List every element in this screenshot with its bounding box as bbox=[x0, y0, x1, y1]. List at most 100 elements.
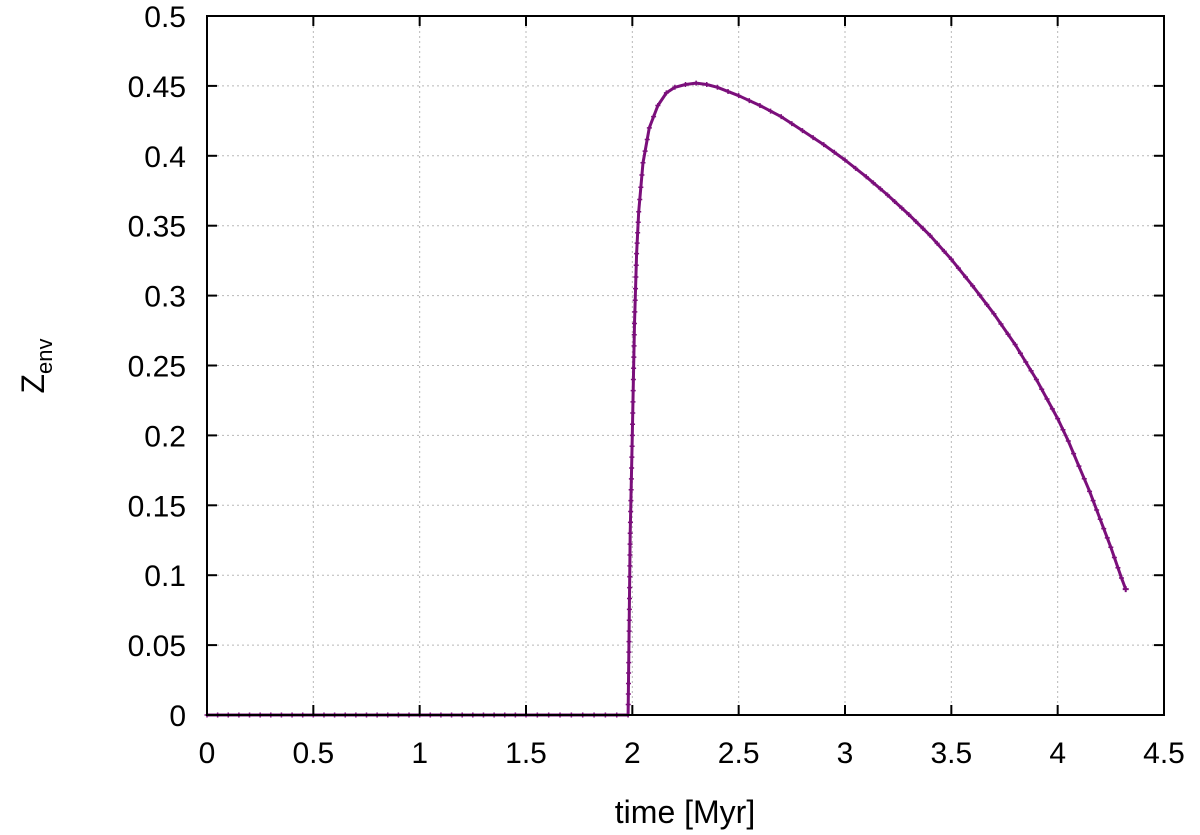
data-point bbox=[639, 172, 645, 178]
data-point bbox=[627, 530, 633, 536]
y-tick-label: 0.25 bbox=[128, 351, 186, 384]
data-point bbox=[1005, 331, 1011, 337]
data-point bbox=[863, 174, 869, 180]
data-point bbox=[757, 102, 763, 108]
data-point bbox=[955, 265, 961, 271]
data-point bbox=[629, 432, 635, 438]
data-point bbox=[651, 114, 657, 120]
data-point bbox=[626, 649, 632, 655]
data-point bbox=[913, 219, 919, 225]
data-point bbox=[1055, 416, 1061, 422]
data-point bbox=[1076, 463, 1082, 469]
data-point bbox=[941, 248, 947, 254]
data-point bbox=[1115, 565, 1121, 571]
data-point bbox=[1017, 350, 1023, 356]
data-point bbox=[631, 343, 637, 349]
data-point bbox=[629, 465, 635, 471]
data-point bbox=[870, 180, 876, 186]
data-point bbox=[1049, 406, 1055, 412]
data-point bbox=[626, 617, 632, 623]
data-point bbox=[628, 487, 634, 493]
data-point bbox=[630, 410, 636, 416]
data-point bbox=[984, 301, 990, 307]
data-point bbox=[627, 585, 633, 591]
data-point bbox=[642, 148, 648, 154]
data-point bbox=[948, 256, 954, 262]
x-tick-label: 2.5 bbox=[718, 737, 760, 770]
data-point bbox=[625, 702, 631, 708]
data-point bbox=[1090, 498, 1096, 504]
data-point bbox=[991, 311, 997, 317]
data-point bbox=[1087, 488, 1093, 494]
x-tick-label: 3 bbox=[837, 737, 854, 770]
data-point bbox=[934, 240, 940, 246]
data-point bbox=[1044, 396, 1050, 402]
data-point bbox=[1081, 476, 1087, 482]
data-point bbox=[1012, 342, 1018, 348]
x-tick-label: 3.5 bbox=[930, 737, 972, 770]
x-tick-label: 2 bbox=[624, 737, 641, 770]
data-point bbox=[626, 660, 632, 666]
data-point bbox=[725, 88, 731, 94]
data-point bbox=[631, 365, 637, 371]
data-point bbox=[625, 691, 631, 697]
data-point bbox=[633, 262, 639, 268]
y-tick-label: 0.35 bbox=[128, 211, 186, 244]
data-point bbox=[627, 574, 633, 580]
data-point bbox=[1104, 535, 1110, 541]
data-point bbox=[810, 135, 816, 141]
data-point bbox=[631, 321, 637, 327]
data-point bbox=[626, 639, 632, 645]
data-point bbox=[628, 509, 634, 515]
data-point bbox=[1101, 526, 1107, 532]
y-tick-label: 0.4 bbox=[144, 141, 186, 174]
data-point bbox=[892, 198, 898, 204]
data-point bbox=[842, 157, 848, 163]
data-point bbox=[746, 98, 752, 104]
data-point bbox=[634, 240, 640, 246]
data-point bbox=[927, 232, 933, 238]
data-point bbox=[634, 251, 640, 257]
data-point bbox=[1060, 427, 1066, 433]
y-tick-label: 0.5 bbox=[144, 1, 186, 34]
series-group bbox=[204, 80, 1129, 718]
data-point bbox=[635, 230, 641, 236]
data-point bbox=[821, 142, 827, 148]
data-point bbox=[638, 184, 644, 190]
data-point bbox=[906, 212, 912, 218]
data-point bbox=[633, 274, 639, 280]
data-point bbox=[663, 90, 669, 96]
data-point bbox=[625, 681, 631, 687]
x-tick-label: 0 bbox=[199, 737, 216, 770]
y-tick-label: 0.15 bbox=[128, 490, 186, 523]
data-point bbox=[1028, 368, 1034, 374]
data-point bbox=[635, 219, 641, 225]
data-point bbox=[655, 102, 661, 108]
data-point bbox=[1097, 516, 1103, 522]
y-axis-label-sub: env bbox=[32, 338, 57, 373]
data-point bbox=[630, 376, 636, 382]
data-point bbox=[1108, 544, 1114, 550]
x-tick-labels: 0 0.5 1 1.5 2 2.5 3 3.5 4 4.5 bbox=[199, 737, 1185, 770]
data-point bbox=[629, 454, 635, 460]
data-point bbox=[899, 205, 905, 211]
y-axis-label-main: Z bbox=[15, 374, 51, 394]
x-tick-label: 0.5 bbox=[292, 737, 334, 770]
x-tick-label: 4 bbox=[1049, 737, 1066, 770]
data-point bbox=[768, 108, 774, 114]
data-point bbox=[736, 93, 742, 99]
data-point bbox=[778, 114, 784, 120]
data-point bbox=[630, 388, 636, 394]
data-point bbox=[628, 498, 634, 504]
data-point bbox=[627, 563, 633, 569]
data-point bbox=[799, 128, 805, 134]
data-point bbox=[646, 125, 652, 131]
data-point bbox=[1122, 586, 1129, 593]
data-point bbox=[631, 354, 637, 360]
data-point bbox=[632, 297, 638, 303]
data-point bbox=[672, 84, 678, 90]
data-point bbox=[626, 606, 632, 612]
data-point bbox=[853, 165, 859, 171]
data-point bbox=[1065, 438, 1071, 444]
data-point bbox=[644, 136, 650, 142]
